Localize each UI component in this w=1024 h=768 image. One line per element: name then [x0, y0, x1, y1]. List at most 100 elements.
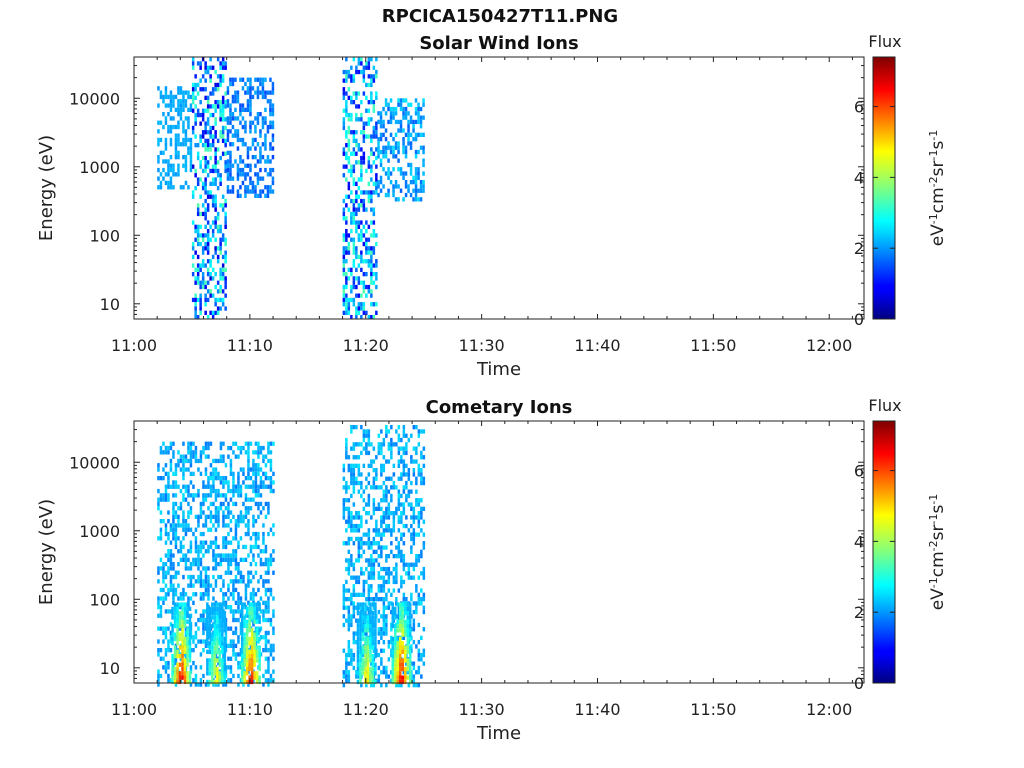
spectrogram-cell [404, 628, 407, 633]
spectrogram-cell [350, 554, 353, 559]
spectrogram-cell [224, 216, 227, 221]
spectrogram-cell [219, 203, 222, 208]
spectrogram-cell [256, 120, 260, 125]
spectrogram-cell [401, 666, 404, 672]
spectrogram-cell [367, 284, 371, 290]
spectrogram-cell [269, 112, 272, 117]
spectrogram-cell [178, 619, 182, 624]
spectrogram-cell [194, 514, 198, 519]
spectrogram-cell [208, 662, 212, 667]
spectrogram-cell [394, 141, 398, 146]
spectrogram-cell [397, 141, 400, 146]
spectrogram-cell [382, 640, 386, 645]
spectrogram-cell [231, 99, 235, 104]
spectrogram-cell [219, 506, 223, 511]
spectrogram-cell [259, 557, 263, 562]
spectrogram-cell [234, 94, 237, 100]
spectrogram-cell [372, 446, 376, 451]
spectrogram-cell [375, 455, 378, 460]
spectrogram-cell [357, 293, 361, 298]
spectrogram-cell [214, 246, 217, 251]
spectrogram-cell [223, 611, 227, 616]
spectrogram-cell [414, 167, 418, 172]
spectrogram-cell [257, 587, 260, 593]
spectrogram-cell [236, 172, 240, 177]
spectrogram-cell [197, 493, 200, 498]
spectrogram-cell [374, 623, 377, 629]
spectrogram-cell [402, 137, 405, 142]
spectrogram-cell [372, 104, 376, 109]
spectrogram-cell [232, 553, 235, 558]
spectrogram-cell [360, 117, 363, 122]
spectrogram-cell [390, 541, 393, 546]
spectrogram-cell [399, 623, 402, 629]
spectrogram-cell [367, 224, 371, 229]
spectrogram-cell [367, 121, 371, 126]
spectrogram-cell [272, 643, 275, 648]
spectrogram-cell [415, 609, 418, 615]
spectrogram-cell [271, 180, 275, 186]
spectrogram-cell [182, 510, 185, 515]
spectrogram-cell [342, 498, 346, 503]
spectrogram-cell [239, 488, 243, 494]
spectrogram-cell [415, 558, 418, 563]
spectrogram-cell [177, 506, 180, 511]
spectrogram-cell [345, 446, 348, 451]
spectrogram-cell [204, 497, 208, 502]
spectrogram-cell [157, 605, 160, 610]
spectrogram-cell [259, 501, 263, 507]
spectrogram-cell [405, 493, 408, 499]
spectrogram-cell [372, 506, 376, 511]
spectrogram-cell [234, 553, 238, 558]
spectrogram-cell [211, 602, 214, 607]
spectrogram-cell [169, 527, 173, 532]
spectrogram-cell [199, 267, 202, 272]
spectrogram-cell [402, 106, 405, 112]
spectrogram-cell [405, 450, 408, 456]
spectrogram-cell [164, 648, 168, 653]
spectrogram-cell [390, 652, 393, 658]
spectrogram-cell [253, 619, 256, 624]
spectrogram-cell [371, 658, 375, 663]
spectrogram-cell [267, 596, 270, 601]
spectrogram-cell [252, 488, 255, 494]
spectrogram-cell [269, 142, 272, 147]
spectrogram-cell [362, 437, 366, 443]
spectrogram-cell [394, 671, 397, 676]
spectrogram-cell [202, 648, 205, 653]
spectrogram-cell [342, 69, 346, 75]
spectrogram-cell [259, 189, 262, 194]
spectrogram-cell [367, 57, 371, 62]
spectrogram-cell [404, 115, 408, 120]
spectrogram-cell [375, 190, 378, 195]
spectrogram-cell [209, 501, 213, 507]
spectrogram-cell [252, 596, 255, 601]
spectrogram-cell [356, 641, 360, 646]
spectrogram-cell [394, 145, 398, 150]
spectrogram-cell [167, 639, 170, 644]
spectrogram-cell [244, 484, 248, 489]
spectrogram-cell [219, 155, 222, 161]
spectrogram-cell [204, 155, 207, 161]
spectrogram-cell [167, 172, 170, 177]
spectrogram-cell [387, 446, 391, 451]
spectrogram-cell [259, 626, 263, 631]
spectrogram-cell [264, 484, 268, 489]
spectrogram-cell [243, 641, 246, 646]
spectrogram-cell [169, 523, 173, 528]
spectrogram-cell [404, 632, 407, 637]
spectrogram-cell [199, 306, 202, 311]
spectrogram-cell [347, 558, 351, 563]
spectrogram-cell [162, 497, 165, 502]
spectrogram-cell [364, 645, 367, 650]
spectrogram-cell [347, 168, 351, 174]
spectrogram-cell [385, 631, 388, 636]
spectrogram-cell [394, 662, 397, 667]
spectrogram-cell [352, 130, 356, 135]
spectrogram-cell [157, 467, 160, 472]
spectrogram-cell [169, 540, 173, 545]
spectrogram-cell [209, 147, 212, 152]
spectrogram-cell [269, 643, 273, 648]
spectrogram-cell [213, 671, 217, 676]
spectrogram-cell [227, 480, 230, 485]
